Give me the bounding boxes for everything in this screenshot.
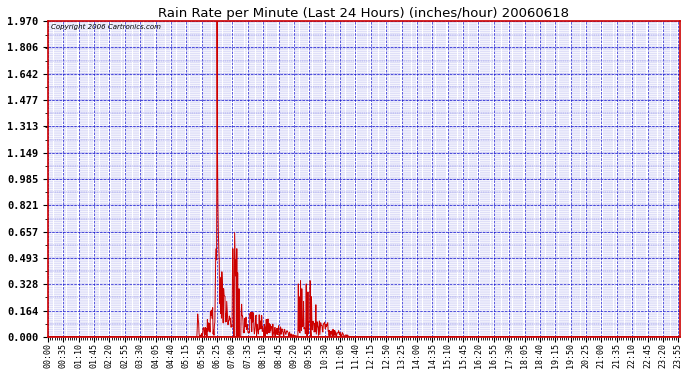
Text: Copyright 2006 Cartronics.com: Copyright 2006 Cartronics.com <box>51 24 161 30</box>
Title: Rain Rate per Minute (Last 24 Hours) (inches/hour) 20060618: Rain Rate per Minute (Last 24 Hours) (in… <box>159 7 569 20</box>
